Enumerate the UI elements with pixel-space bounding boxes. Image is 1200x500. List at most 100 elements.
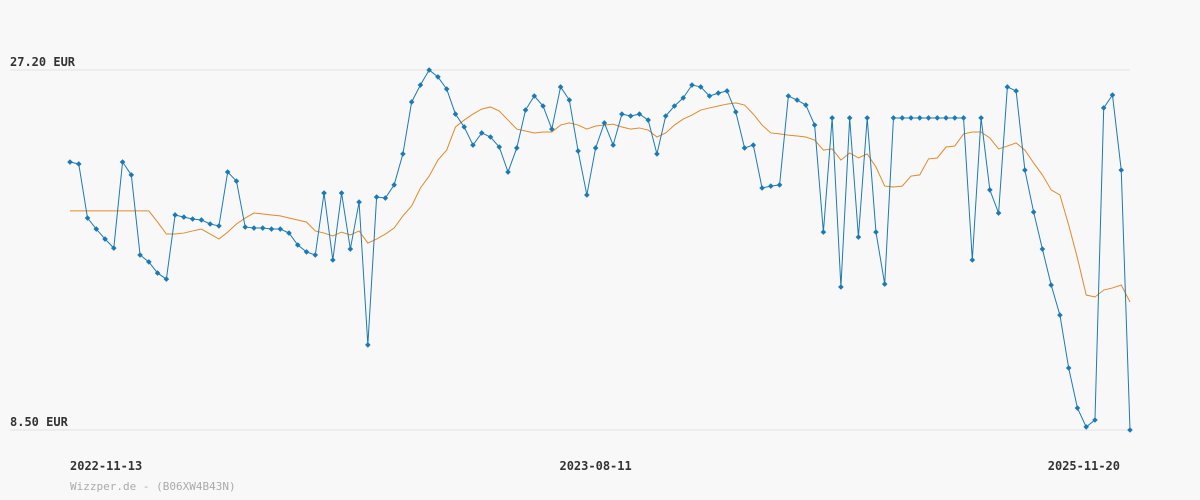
x-tick-label: 2022-11-13 (70, 459, 142, 473)
price-marker (1022, 167, 1028, 173)
price-marker (137, 252, 143, 258)
price-marker (496, 144, 503, 150)
price-marker (951, 115, 958, 121)
price-marker (881, 281, 888, 287)
price-marker (654, 151, 660, 157)
price-marker (207, 221, 213, 227)
price-marker (1100, 105, 1107, 111)
price-marker (759, 185, 765, 191)
price-marker (987, 187, 993, 193)
price-marker (803, 102, 809, 108)
price-marker (584, 192, 590, 198)
price-marker (1065, 365, 1072, 371)
price-marker (531, 93, 538, 99)
price-marker (978, 115, 984, 121)
price-marker (680, 95, 687, 101)
price-marker (724, 88, 730, 94)
price-marker (93, 226, 100, 232)
price-marker (470, 142, 476, 148)
price-marker (934, 115, 941, 121)
price-marker (505, 169, 511, 175)
price-line (70, 102, 1131, 303)
price-marker (1057, 312, 1063, 318)
price-marker (1092, 417, 1098, 423)
price-marker (1109, 92, 1116, 98)
price-marker (662, 113, 669, 119)
price-marker (619, 111, 625, 117)
price-marker (277, 226, 284, 232)
price-marker (557, 84, 564, 90)
price-marker (154, 270, 161, 276)
price-marker (111, 245, 117, 251)
price-marker (312, 252, 319, 258)
price-marker (697, 84, 704, 90)
price-marker (487, 134, 494, 140)
price-marker (67, 159, 73, 165)
price-marker (838, 284, 844, 290)
x-tick-label: 2023-08-11 (559, 459, 631, 473)
price-marker (233, 178, 240, 184)
price-marker (1074, 405, 1081, 411)
price-marker (995, 210, 1002, 216)
price-marker (172, 212, 178, 218)
price-marker (908, 115, 914, 121)
price-marker (715, 90, 722, 96)
price-marker (382, 195, 389, 201)
price-marker (303, 249, 310, 255)
price-marker (321, 190, 327, 196)
price-marker (163, 276, 170, 282)
price-marker (286, 230, 292, 236)
price-marker (347, 246, 354, 252)
price-marker (216, 223, 222, 229)
price-marker (549, 126, 555, 132)
price-marker (128, 172, 135, 178)
price-marker (820, 229, 827, 235)
price-marker (417, 82, 424, 88)
price-marker (943, 115, 949, 121)
price-marker (426, 67, 432, 73)
price-marker (566, 97, 573, 103)
price-marker (829, 115, 835, 121)
price-marker (1004, 84, 1011, 90)
price-marker (846, 115, 853, 121)
price-marker (443, 86, 450, 92)
price-marker (452, 111, 459, 117)
price-marker (855, 234, 862, 240)
price-marker (969, 257, 976, 263)
price-marker (198, 217, 205, 223)
price-marker (689, 82, 695, 88)
price-marker (776, 182, 783, 188)
price-marker (356, 199, 362, 205)
price-marker (435, 74, 441, 80)
price-marker (610, 142, 616, 148)
price-marker (864, 115, 870, 121)
price-marker (732, 109, 739, 115)
price-marker (601, 120, 608, 126)
price-marker (768, 183, 774, 189)
price-marker (873, 229, 879, 235)
price-marker (408, 99, 415, 105)
x-tick-label: 2025-11-20 (1048, 459, 1120, 473)
price-marker (294, 242, 301, 248)
price-marker (636, 111, 643, 117)
price-marker (373, 194, 380, 200)
price-marker (785, 93, 792, 99)
y-tick-label: 8.50 EUR (10, 415, 69, 429)
price-marker (741, 145, 748, 151)
price-marker (102, 236, 108, 242)
price-marker (146, 259, 152, 265)
price-marker (268, 226, 275, 232)
price-marker (925, 115, 932, 121)
price-marker (1083, 424, 1089, 430)
price-marker (259, 225, 266, 231)
price-marker (338, 190, 345, 196)
price-marker (540, 103, 546, 109)
price-marker (1039, 246, 1046, 252)
price-marker (1030, 209, 1037, 215)
price-marker (189, 216, 196, 222)
price-marker (119, 159, 126, 165)
price-marker (1048, 282, 1054, 288)
price-marker (522, 107, 529, 113)
price-marker (575, 148, 581, 154)
